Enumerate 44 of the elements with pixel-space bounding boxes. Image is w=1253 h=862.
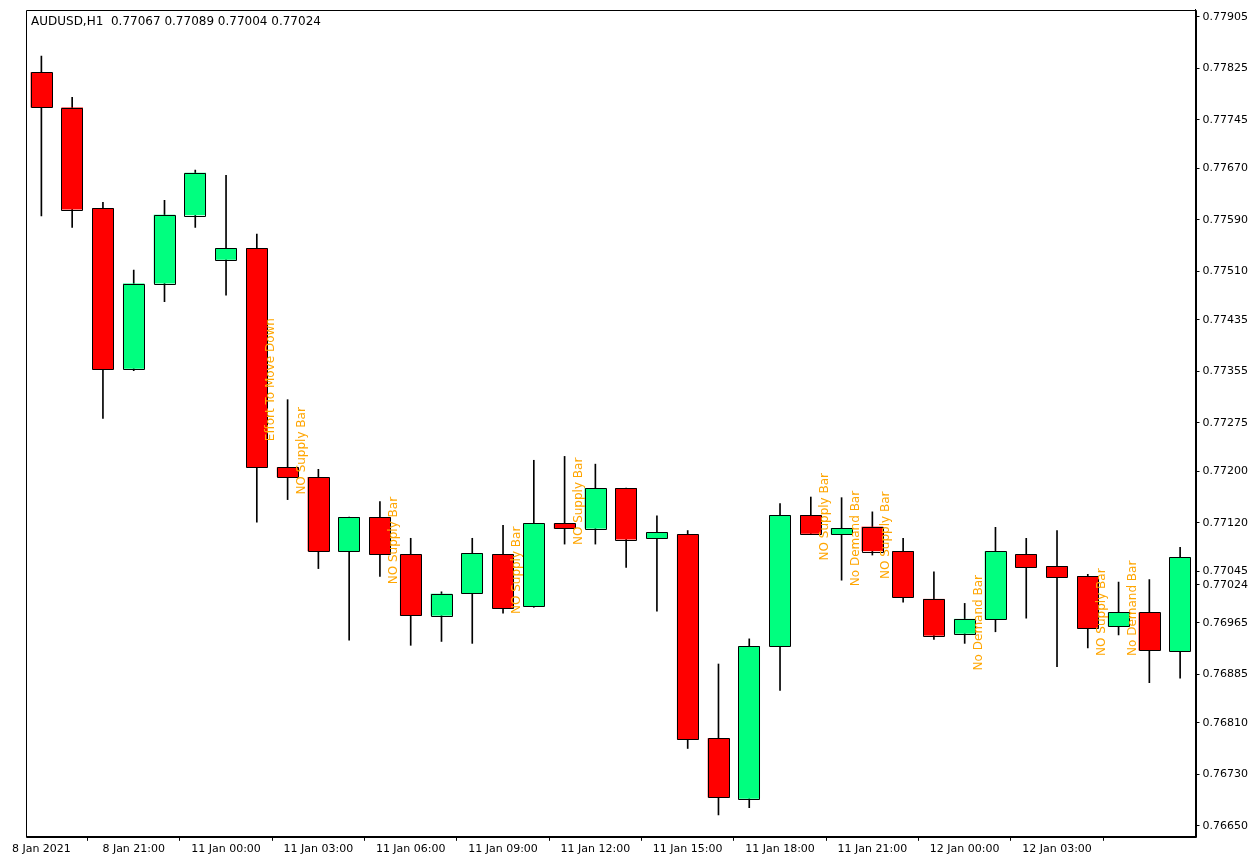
y-tick-label: 0.76730 — [1202, 767, 1249, 781]
x-tick-label: 8 Jan 21:00 — [102, 842, 166, 856]
chart-title: AUDUSD,H1 0.77067 0.77089 0.77004 0.77024 — [31, 14, 321, 28]
y-tick-label: 0.77745 — [1202, 112, 1249, 126]
y-tick-label: 0.77045 — [1202, 564, 1249, 578]
annotation: No Demand Bar — [847, 490, 862, 587]
x-tick-label: 11 Jan 09:00 — [468, 842, 538, 856]
y-tick-label: 0.77590 — [1202, 212, 1249, 226]
annotation: Effort To Move Down — [262, 318, 277, 442]
x-tick-label: 11 Jan 18:00 — [745, 842, 815, 856]
x-tick-label: 11 Jan 15:00 — [652, 842, 723, 856]
y-tick-label: 0.77024 — [1202, 577, 1249, 591]
y-tick-label: 0.77435 — [1202, 312, 1249, 326]
annotation: NO Supply Bar — [816, 472, 831, 561]
y-tick-label: 0.76965 — [1202, 615, 1249, 629]
candlestick — [1015, 537, 1038, 619]
x-tick-label: 8 Jan 2021 — [11, 842, 71, 856]
y-tick-label: 0.77200 — [1202, 464, 1249, 478]
x-tick-label: 12 Jan 00:00 — [929, 842, 1000, 856]
y-tick-label: 0.77825 — [1202, 61, 1249, 75]
y-tick-label: 0.77120 — [1202, 515, 1249, 529]
x-tick-label: 11 Jan 06:00 — [375, 842, 446, 856]
y-tick-label: 0.77510 — [1202, 264, 1249, 278]
annotation: NO Supply Bar — [570, 457, 585, 546]
y-tick-label: 0.77670 — [1202, 161, 1249, 175]
y-tick-label: 0.77275 — [1202, 415, 1249, 429]
y-tick-label: 0.76885 — [1202, 667, 1249, 681]
y-tick-label: 0.76810 — [1202, 715, 1249, 729]
y-tick-label: 0.76650 — [1202, 818, 1249, 832]
annotation: No Demand Bar — [1124, 560, 1139, 656]
annotation: NO Supply Bar — [386, 496, 401, 585]
x-tick-label: 11 Jan 21:00 — [837, 842, 908, 856]
annotation: NO Supply Bar — [293, 407, 308, 495]
y-tick-label: 0.77355 — [1202, 364, 1249, 378]
candlestick — [646, 515, 668, 612]
annotation: NO Supply Bar — [1093, 568, 1108, 656]
annotation: NO Supply Bar — [509, 526, 524, 615]
x-tick-label: 11 Jan 03:00 — [283, 842, 354, 856]
annotation: NO Supply Bar — [878, 491, 893, 580]
y-tick-label: 0.77905 — [1202, 9, 1249, 23]
x-tick-label: 12 Jan 03:00 — [1022, 842, 1092, 856]
x-tick-label: 11 Jan 12:00 — [560, 842, 631, 856]
x-tick-label: 11 Jan 00:00 — [191, 842, 261, 856]
annotation: No Demand Bar — [970, 574, 985, 671]
